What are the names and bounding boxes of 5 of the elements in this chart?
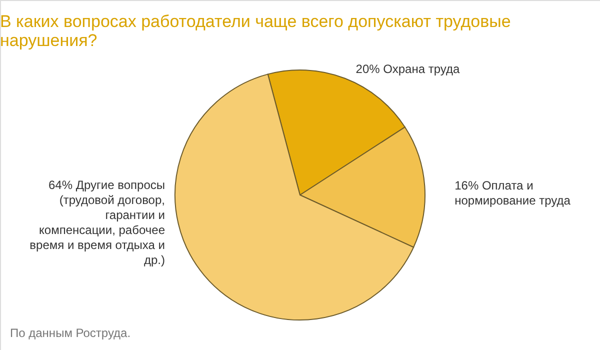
chart-title: В каких вопросах работодатели чаще всего допускают трудовые нарушения?	[0, 12, 511, 50]
slice-label: 20% Охрана труда	[356, 62, 460, 76]
text: По данным Роструда.	[10, 326, 131, 340]
slice-label: 64% Другие вопросы (трудовой договор, гарантии и компенсации, рабочее время и время отдыха и др.)	[30, 178, 166, 267]
slice-label: 16% Оплата и нормирование труда	[454, 178, 571, 208]
